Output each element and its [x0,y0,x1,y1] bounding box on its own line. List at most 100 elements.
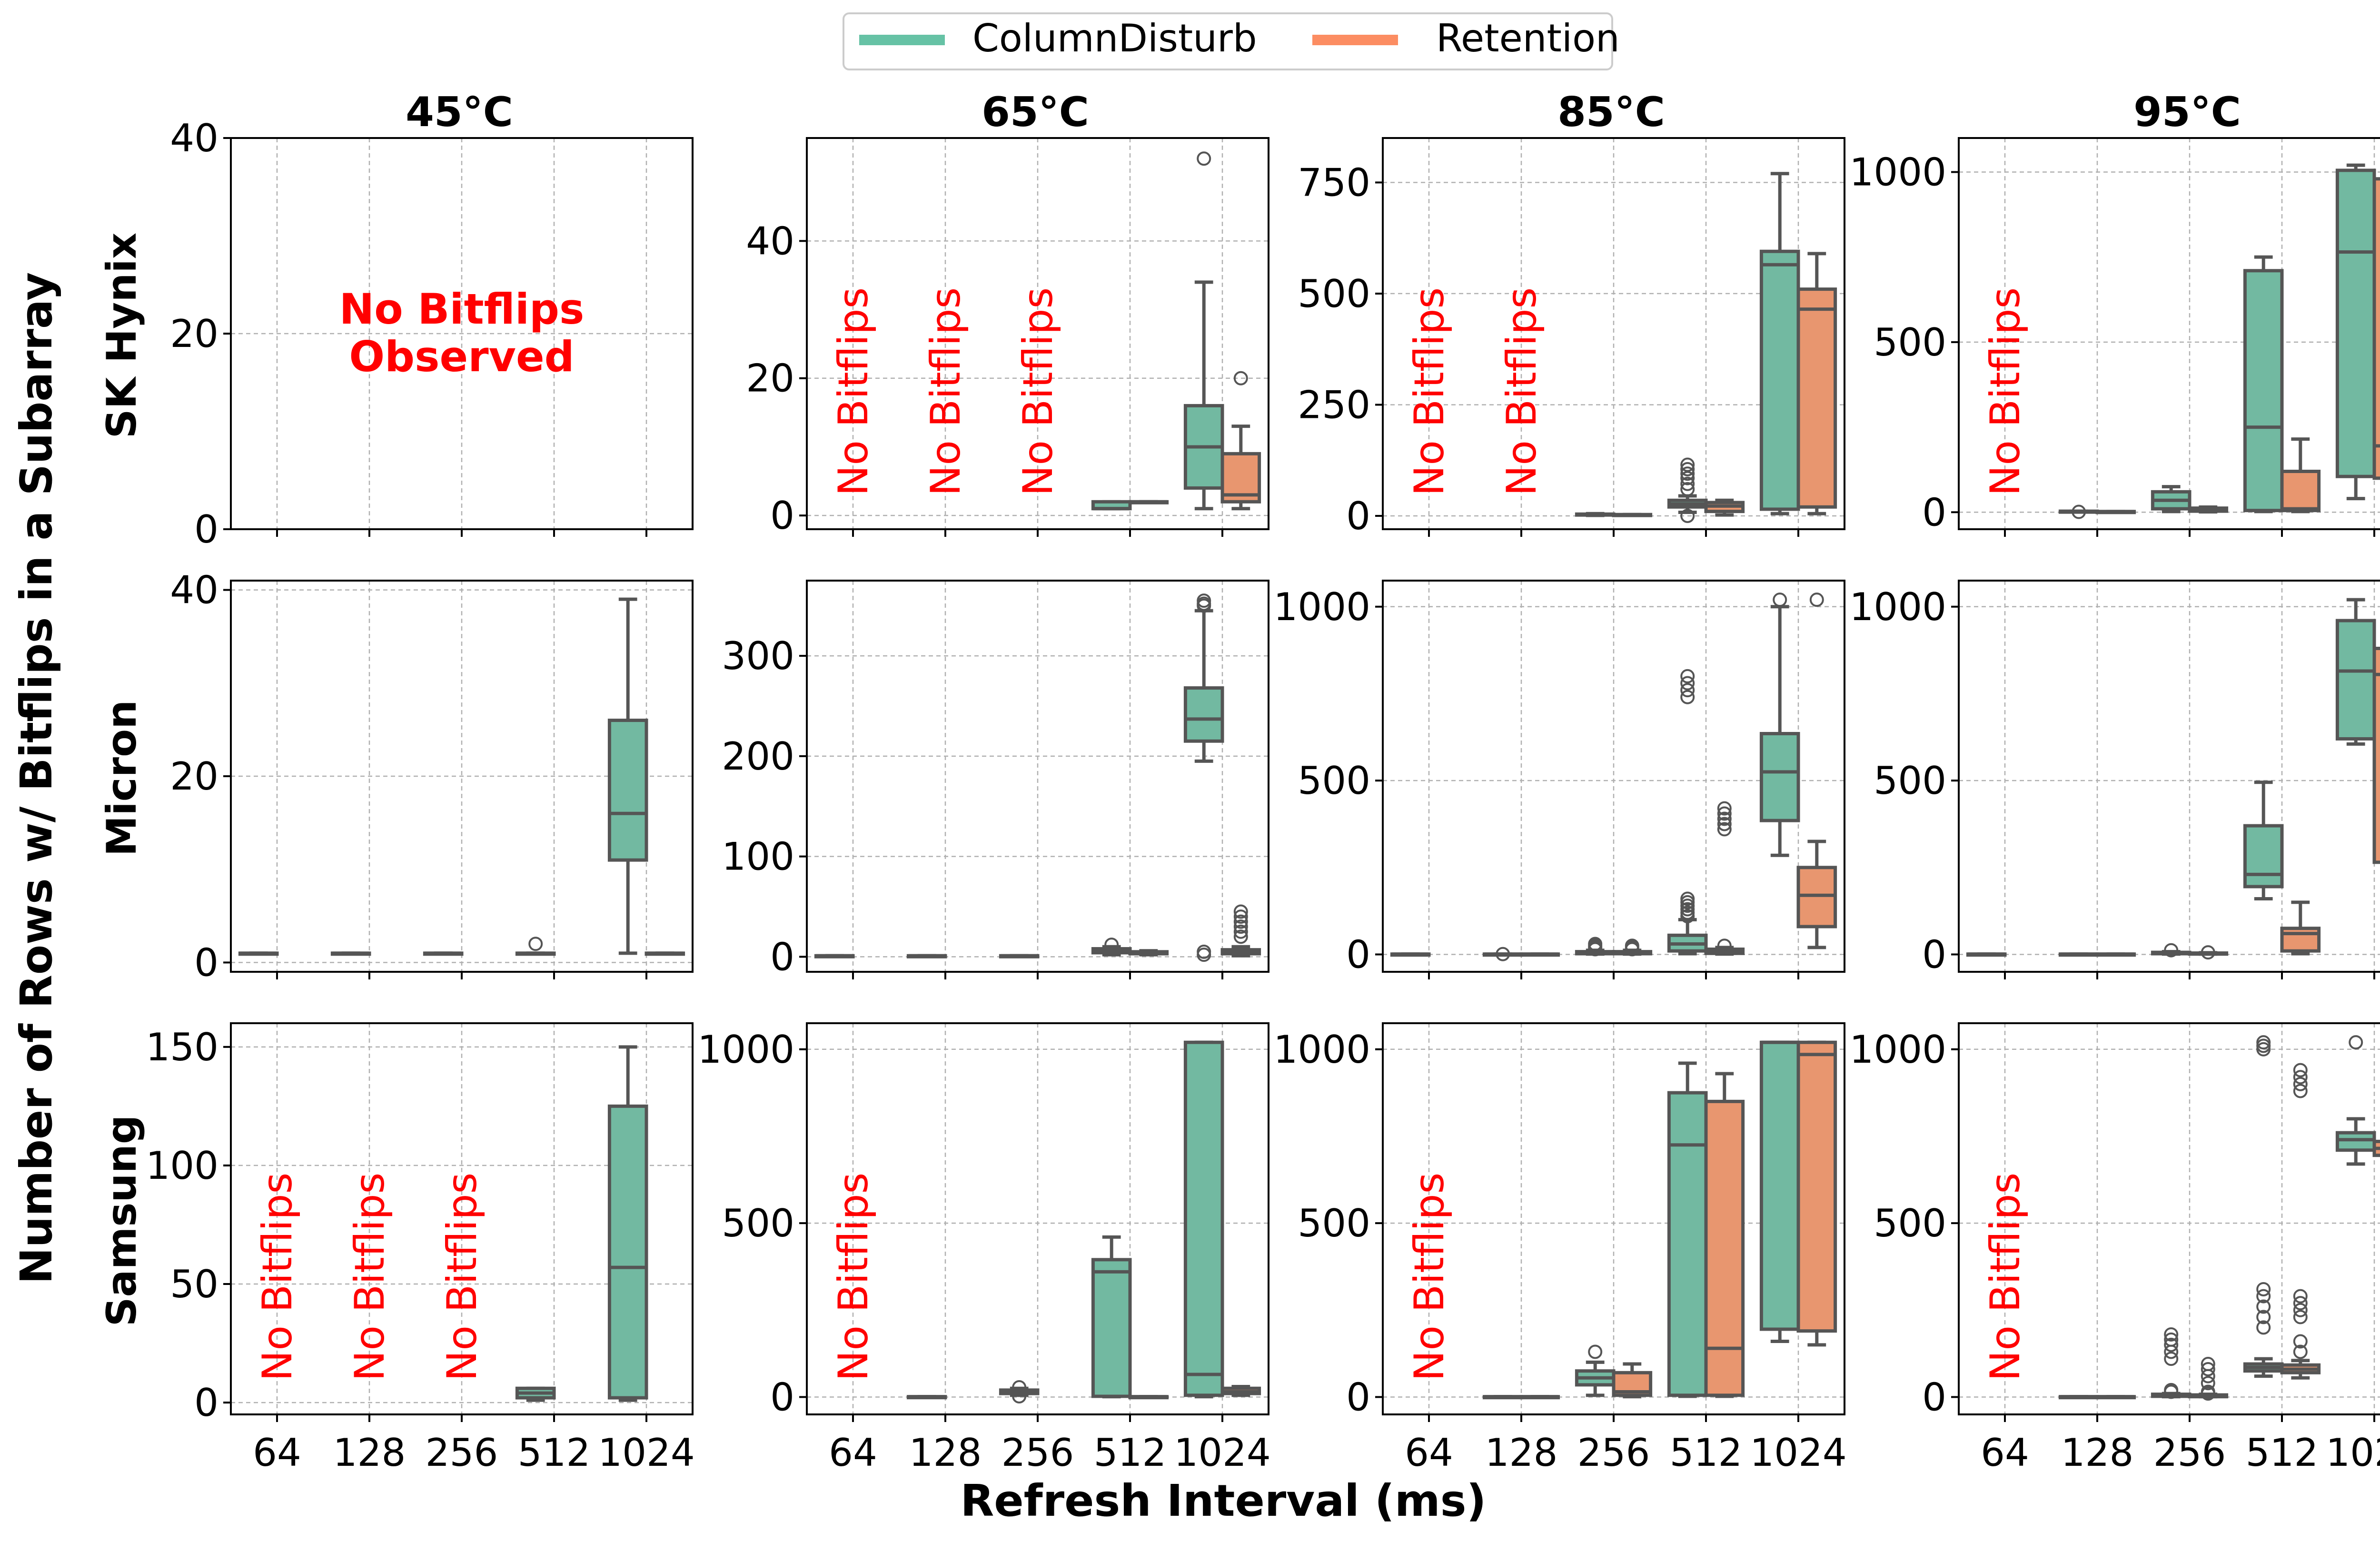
panel-r1-c1: 0 100 200 300 [722,580,1269,979]
box-retention-512 [2280,1063,2321,1380]
panel-frame [1958,137,2380,530]
panel-frame [1382,137,1845,530]
box-body [2280,469,2321,513]
panel-frame [230,580,694,973]
box-body [1704,1099,1745,1397]
y-tick-label: 300 [722,634,794,678]
box-retention-512 [1704,801,1745,956]
y-tick-label: 0 [1922,932,1946,977]
outlier-point [2256,1289,2271,1304]
outlier-point [2256,1310,2271,1324]
box-retention-256 [2188,1357,2229,1401]
panel-frame [1382,1022,1845,1415]
box-columndisturb-128 [1482,1395,1523,1400]
outlier-point [2201,1357,2215,1372]
x-axis-title: Refresh Interval (ms) [960,1475,1486,1526]
panel-r2-c1: 0 500 1000 64 128 256 512 1024 No Bitflips [697,1022,1271,1475]
x-tick-label: 512 [1670,1431,1743,1475]
box-columndisturb-1024 [2335,163,2376,501]
x-tick-label: 64 [829,1431,877,1475]
row-label-micron: Micron [98,700,146,857]
x-tick-label: 1024 [1750,1431,1847,1475]
box-body [1759,1040,1800,1331]
no-bitflips-label: No Bitflips [1982,1173,2029,1381]
outlier-point [1680,683,1695,698]
box-columndisturb-128 [906,954,947,958]
outlier-point [1717,822,1732,837]
y-tick-label: 20 [170,754,218,799]
box-columndisturb-256 [423,951,464,956]
box-retention-1024 [1220,371,1261,511]
outlier-point [1233,924,1248,939]
y-tick-label: 1000 [1849,585,1946,629]
outlier-point [2256,1035,2271,1050]
box-body [1796,1040,1837,1333]
outlier-point [1680,482,1695,496]
outlier-point [2293,1063,2308,1077]
x-tick-label: 64 [1981,1431,2029,1475]
outlier-point [1717,806,1732,821]
box-retention-1024 [1796,252,1837,515]
panel-r1-c0: 0 20 40 [170,568,694,985]
box-columndisturb-64 [1390,952,1431,957]
outlier-point [1233,904,1248,919]
box-columndisturb-1024 [2335,598,2376,746]
y-tick-label: 0 [1346,1375,1370,1419]
outlier-point [1680,476,1695,491]
y-tick-label: 500 [1874,320,1946,365]
outlier-point [2349,1035,2363,1050]
box-body [2335,619,2376,741]
box-body [1183,686,1224,743]
outlier-point [1588,1344,1603,1359]
outlier-point [2256,1282,2271,1296]
panel-r1-c3: 0 500 1000 [1849,580,2380,979]
x-tick-label: 512 [2246,1431,2319,1475]
box-body [607,719,648,862]
box-body [2335,1131,2376,1152]
outlier-point [1233,371,1248,385]
box-columndisturb-1024 [1183,1040,1224,1399]
box-columndisturb-512 [2243,1035,2284,1378]
panel-r0-c2: 0 250 500 750 No Bitflips No Bitflips [1298,137,1845,538]
outlier-point [1680,676,1695,691]
no-bitflips-label: No Bitflips [1406,287,1453,496]
outlier-point [1233,919,1248,934]
box-columndisturb-64 [1966,952,2007,957]
box-body [607,1104,648,1400]
outlier-point [2201,1362,2215,1377]
y-tick-label: 0 [194,940,218,985]
column-title-65c: 65°C [982,89,1089,136]
outlier-point [1233,929,1248,944]
outlier-point [2072,504,2086,519]
y-tick-label: 0 [1346,932,1370,977]
box-columndisturb-512 [1667,669,1708,956]
box-columndisturb-256 [1575,512,1616,517]
outlier-point [1197,151,1211,166]
column-title-95c: 95°C [2133,89,2241,136]
outlier-point [2293,1344,2308,1359]
no-bitflips-label: No Bitflips [1982,287,2029,496]
x-tick-label: 1024 [598,1431,695,1475]
panel-r1-c2: 0 500 1000 [1273,580,1845,979]
box-columndisturb-512 [1091,1235,1132,1399]
no-bitflips-label: No Bitflips [346,1173,394,1381]
outlier-point [1625,938,1639,953]
outlier-point [1012,1380,1027,1395]
outlier-point [2201,1384,2215,1399]
y-tick-label: 0 [194,507,218,552]
box-body [1796,866,1837,929]
box-body [1183,1040,1224,1397]
outlier-point [2293,1334,2308,1349]
box-columndisturb-512 [515,937,556,956]
panel-frame [1958,1022,2380,1415]
box-columndisturb-1024 [607,597,648,955]
y-tick-label: 500 [1298,272,1370,316]
box-columndisturb-64 [814,954,855,958]
y-tick-label: 500 [722,1201,794,1245]
x-tick-label: 256 [1577,1431,1650,1475]
box-columndisturb-256 [999,954,1040,958]
panel-frame [230,1022,694,1415]
